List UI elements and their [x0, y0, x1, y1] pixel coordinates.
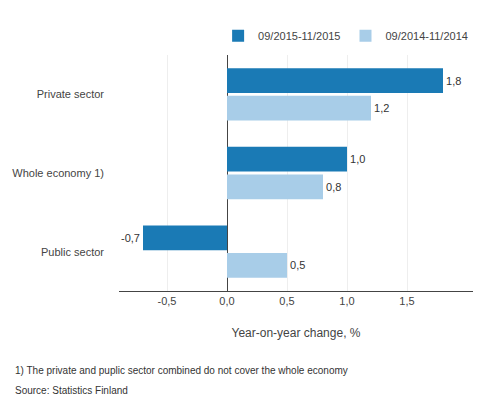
svg-text:0,5: 0,5	[290, 259, 305, 271]
svg-text:0,5: 0,5	[279, 295, 294, 307]
svg-text:Public sector: Public sector	[41, 246, 104, 258]
svg-text:1) The private and puplic sect: 1) The private and puplic sector combine…	[15, 365, 348, 376]
svg-text:0,8: 0,8	[326, 181, 341, 193]
svg-text:Whole economy 1): Whole economy 1)	[12, 167, 104, 179]
svg-text:-0,7: -0,7	[121, 232, 140, 244]
svg-text:1,8: 1,8	[446, 75, 461, 87]
svg-text:Year-on-year change, %: Year-on-year change, %	[232, 326, 361, 340]
svg-text:1,0: 1,0	[350, 153, 365, 165]
svg-text:1,5: 1,5	[399, 295, 414, 307]
svg-text:09/2014-11/2014: 09/2014-11/2014	[385, 30, 467, 42]
svg-text:1,0: 1,0	[339, 295, 354, 307]
svg-text:-0,5: -0,5	[158, 295, 177, 307]
svg-text:Source: Statistics Finland: Source: Statistics Finland	[15, 385, 128, 396]
svg-text:0,0: 0,0	[219, 295, 234, 307]
svg-text:1,2: 1,2	[374, 102, 389, 114]
svg-text:09/2015-11/2015: 09/2015-11/2015	[258, 30, 340, 42]
svg-text:Private sector: Private sector	[37, 88, 105, 100]
